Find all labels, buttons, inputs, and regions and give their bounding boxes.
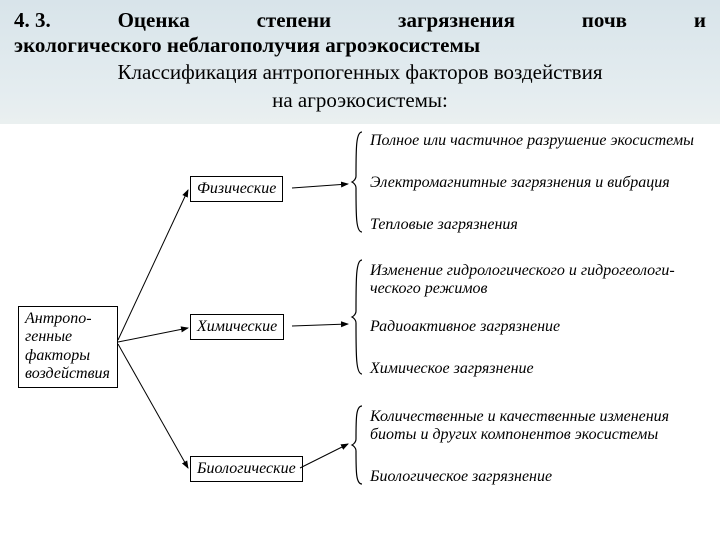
leaf-node: Биологическое загрязнение: [370, 468, 552, 486]
leaf-node: Количественные и качественные измененияб…: [370, 408, 669, 445]
root-node: Антропо-генныефакторывоздействия: [18, 306, 118, 388]
brace-icon: [350, 258, 366, 376]
title-word: Оценка: [118, 8, 190, 33]
brace-icon: [350, 130, 366, 234]
arrow: [292, 324, 348, 326]
leaf-node: Тепловые загрязнения: [370, 216, 518, 234]
header-block: 4. 3. Оценка степени загрязнения почв и …: [14, 8, 706, 113]
leaf-node: Химическое загрязнение: [370, 360, 534, 378]
arrow: [118, 190, 188, 340]
title-word: степени: [257, 8, 332, 33]
subtitle-line-2: на агроэкосистемы:: [14, 88, 706, 113]
mid-node-physical: Физические: [190, 176, 283, 202]
arrow: [118, 328, 188, 342]
leaf-node: Полное или частичное разрушение экосисте…: [370, 132, 694, 150]
arrow: [118, 344, 188, 468]
arrow: [292, 184, 348, 188]
mid-node-biological: Биологические: [190, 456, 303, 482]
classification-diagram: Антропо-генныефакторывоздействия Физичес…: [0, 124, 720, 540]
leaf-node: Радиоактивное загрязнение: [370, 318, 560, 336]
arrow: [300, 444, 348, 468]
subtitle-line-1: Классификация антропогенных факторов воз…: [14, 60, 706, 85]
section-number: 4. 3.: [14, 8, 51, 33]
title-word: загрязнения: [398, 8, 515, 33]
mid-node-chemical: Химические: [190, 314, 284, 340]
title-word: почв: [582, 8, 627, 33]
brace-icon: [350, 404, 366, 486]
title-line-1: 4. 3. Оценка степени загрязнения почв и: [14, 8, 706, 33]
leaf-node: Изменение гидрологического и гидрогеолог…: [370, 262, 675, 299]
title-line-2: экологического неблагополучия агроэкосис…: [14, 33, 706, 58]
leaf-node: Электромагнитные загрязнения и вибрация: [370, 174, 670, 192]
title-word: и: [694, 8, 706, 33]
